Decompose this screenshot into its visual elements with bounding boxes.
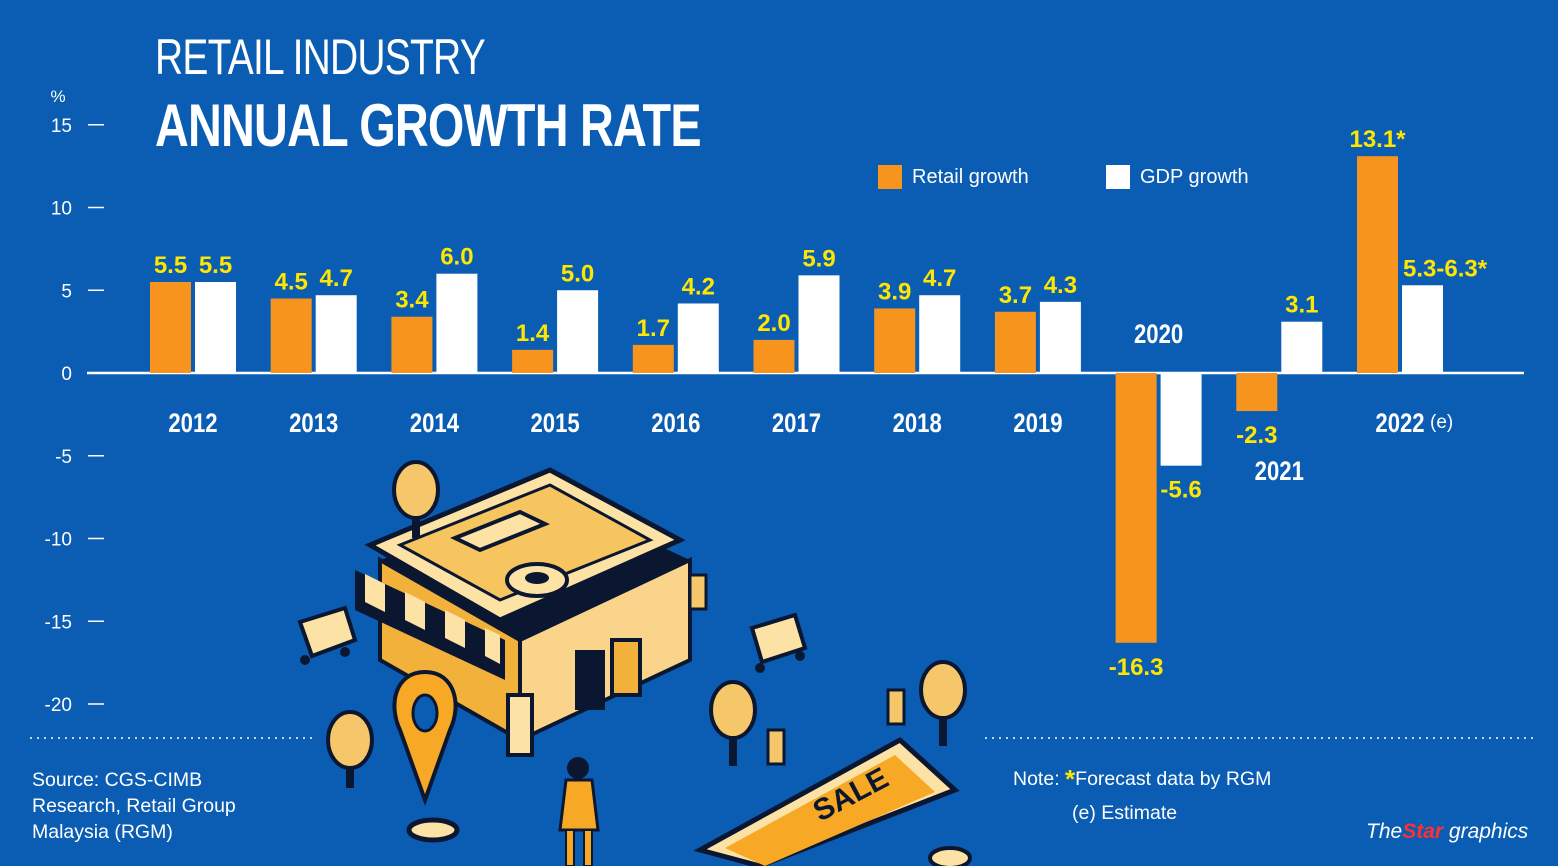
chart-title-line2: ANNUAL GROWTH RATE [155, 96, 701, 156]
gdp-value-label-2022: 5.3-6.3* [1403, 255, 1488, 282]
note-estimate: (e) Estimate [1013, 796, 1271, 830]
chart-title-line1: RETAIL INDUSTRY [155, 32, 485, 82]
retail-value-label-2018: 3.9 [878, 278, 911, 305]
gdp-bar-2019 [1040, 302, 1081, 373]
gdp-bar-2021 [1281, 322, 1322, 373]
retail-bar-2021 [1236, 373, 1277, 411]
credit-graphics: graphics [1449, 820, 1528, 843]
gdp-bar-2014 [436, 274, 477, 373]
retail-value-label-2015: 1.4 [516, 320, 550, 347]
retail-bar-2020 [1116, 373, 1157, 643]
legend-retail-label: Retail growth [912, 166, 1029, 189]
gdp-bar-2012 [195, 282, 236, 373]
retail-bar-2013 [271, 299, 312, 373]
retail-bar-2019 [995, 312, 1036, 373]
category-label-2016: 2016 [651, 409, 700, 439]
y-tick-label: 15 [51, 116, 72, 137]
legend-retail-swatch [878, 165, 902, 189]
source-note: Source: CGS-CIMB Research, Retail Group … [32, 767, 292, 845]
retail-bar-2016 [633, 345, 674, 373]
y-tick-label: 0 [61, 364, 72, 385]
gdp-value-label-2014: 6.0 [440, 244, 473, 271]
retail-value-label-2016: 1.7 [637, 315, 670, 342]
y-tick-label: 10 [51, 199, 72, 220]
legend-retail: Retail growth [878, 164, 1029, 190]
retail-value-label-2021: -2.3 [1236, 422, 1277, 449]
gdp-bar-2013 [316, 295, 357, 373]
retail-value-label-2017: 2.0 [757, 310, 790, 337]
retail-bar-2015 [512, 350, 553, 373]
retail-value-label-2014: 3.4 [395, 287, 429, 314]
y-axis: 15 10 5 0 -5 -10 -15 -20 [45, 116, 104, 716]
retail-bar-2012 [150, 282, 191, 373]
category-label-2020: 2020 [1134, 320, 1183, 350]
credit-star: Star [1402, 820, 1443, 843]
category-label-2022: 2022 [1375, 409, 1424, 439]
gdp-value-label-2012: 5.5 [199, 252, 232, 279]
y-tick-label: -20 [45, 695, 72, 716]
y-axis-unit: % [50, 87, 65, 106]
y-tick-label: -15 [45, 612, 72, 633]
gdp-value-label-2019: 4.3 [1044, 272, 1077, 299]
category-label-2012: 2012 [168, 409, 217, 439]
note-block: Note: *Forecast data by RGM (e) Estimate [1013, 762, 1271, 830]
gdp-value-label-2020: -5.6 [1160, 477, 1201, 504]
note-prefix: Note: [1013, 768, 1060, 790]
category-label-2014: 2014 [410, 409, 459, 439]
gdp-value-label-2018: 4.7 [923, 265, 956, 292]
gdp-bar-2017 [799, 275, 840, 373]
bars-group [150, 156, 1443, 643]
legend-gdp: GDP growth [1106, 164, 1249, 190]
gdp-value-label-2015: 5.0 [561, 260, 594, 287]
legend-gdp-label: GDP growth [1140, 166, 1249, 189]
category-label-2017: 2017 [772, 409, 821, 439]
y-tick-label: -10 [45, 530, 72, 551]
category-label-2013: 2013 [289, 409, 338, 439]
category-label-2019: 2019 [1013, 409, 1062, 439]
y-tick-label: 5 [61, 281, 72, 302]
thestar-credit: TheStar graphics [1366, 820, 1528, 844]
gdp-bar-2018 [919, 295, 960, 373]
retail-value-label-2019: 3.7 [999, 282, 1032, 309]
note-star: * [1065, 764, 1075, 794]
gdp-value-label-2013: 4.7 [320, 265, 353, 292]
gdp-bar-2016 [678, 303, 719, 373]
retail-bar-2014 [391, 317, 432, 373]
category-note-2022: (e) [1430, 412, 1453, 433]
gdp-bar-2022 [1402, 285, 1443, 373]
credit-the: The [1366, 820, 1402, 843]
category-label-2015: 2015 [530, 409, 579, 439]
gdp-value-label-2017: 5.9 [802, 245, 835, 272]
retail-bar-2022 [1357, 156, 1398, 373]
retail-value-label-2012: 5.5 [154, 252, 187, 279]
gdp-bar-2020 [1161, 373, 1202, 466]
gdp-value-label-2016: 4.2 [682, 273, 715, 300]
category-label-2021: 2021 [1255, 457, 1304, 487]
retail-value-label-2020: -16.3 [1109, 654, 1164, 681]
y-tick-label: -5 [55, 447, 72, 468]
gdp-bar-2015 [557, 290, 598, 373]
category-label-2018: 2018 [893, 409, 942, 439]
retail-bar-2018 [874, 308, 915, 373]
value-labels-group: 5.5 5.5 4.5 4.7 3.4 6.0 1.4 5.0 1.7 4.2 2.0 5.9 3.9 4… [154, 126, 1488, 681]
retail-bar-2017 [754, 340, 795, 373]
note-forecast: Forecast data by RGM [1075, 768, 1271, 790]
legend-gdp-swatch [1106, 165, 1130, 189]
retail-illustration: SALE [300, 462, 970, 866]
retail-value-label-2013: 4.5 [275, 269, 308, 296]
retail-value-label-2022: 13.1* [1349, 126, 1406, 153]
gdp-value-label-2021: 3.1 [1285, 292, 1318, 319]
